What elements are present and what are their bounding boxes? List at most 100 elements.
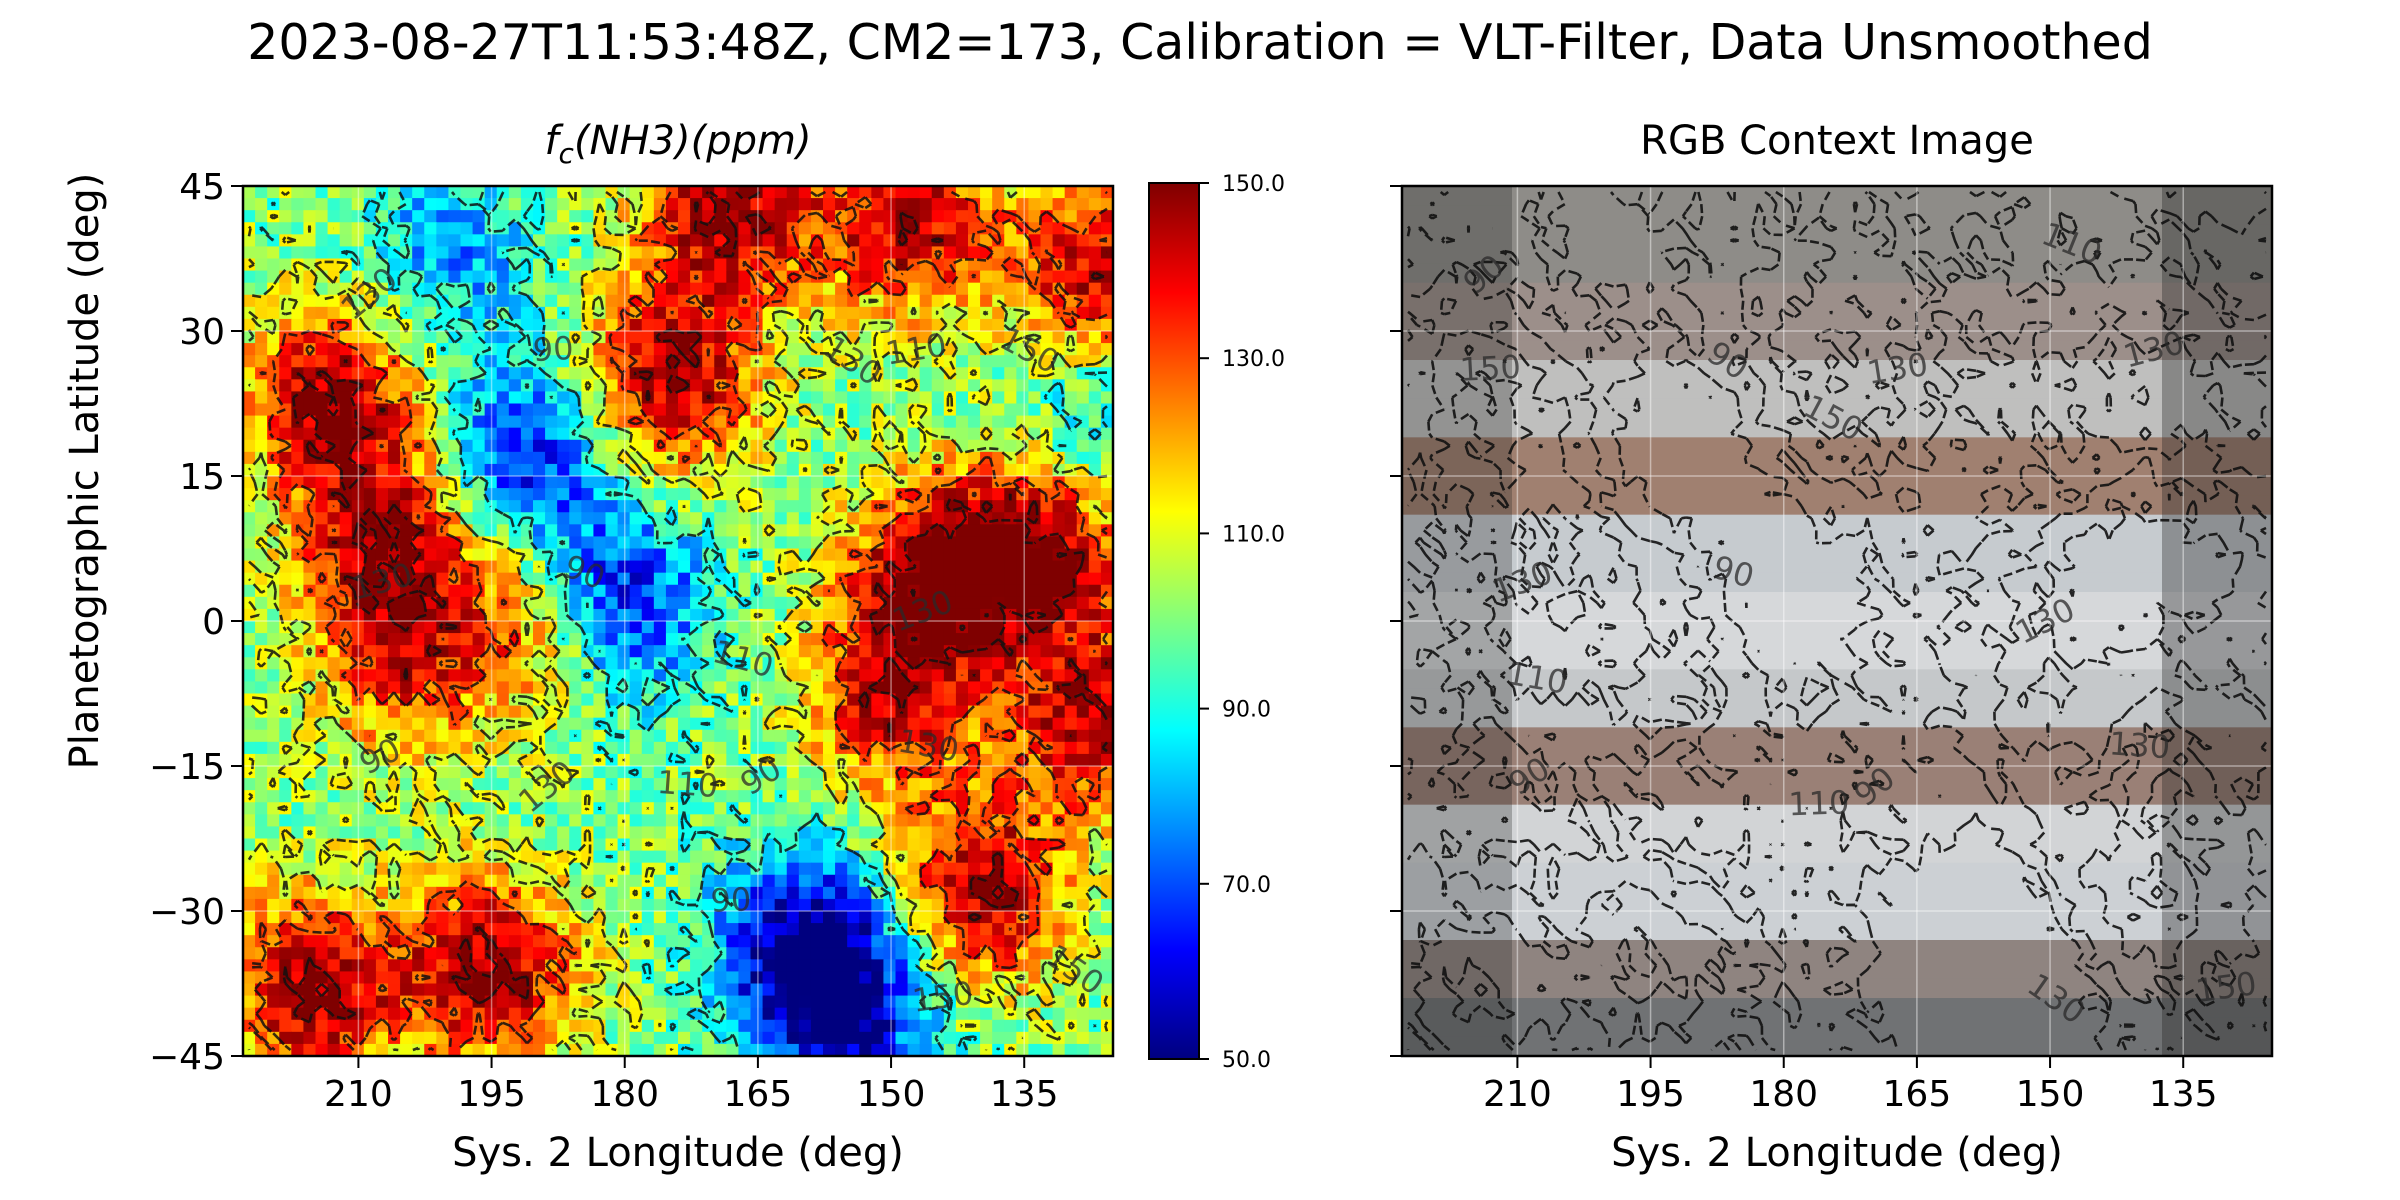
heatmap-cell bbox=[1064, 210, 1078, 223]
heatmap-cell bbox=[653, 488, 667, 501]
heatmap-cell bbox=[859, 935, 872, 948]
heatmap-cell bbox=[968, 403, 981, 417]
heatmap-cell bbox=[339, 331, 353, 344]
heatmap-cell bbox=[279, 693, 292, 707]
heatmap-cell bbox=[569, 294, 582, 308]
heatmap-cell bbox=[593, 850, 607, 864]
heatmap-cell bbox=[363, 1007, 377, 1021]
heatmap-cell bbox=[786, 524, 800, 538]
heatmap-cell bbox=[714, 729, 727, 743]
heatmap-cell bbox=[762, 886, 776, 900]
heatmap-cell bbox=[388, 246, 401, 260]
heatmap-cell bbox=[255, 971, 268, 985]
heatmap-cell bbox=[1052, 234, 1066, 248]
heatmap-cell bbox=[1052, 198, 1066, 211]
heatmap-cell bbox=[738, 234, 752, 248]
heatmap-cell bbox=[762, 693, 776, 707]
heatmap-cell bbox=[798, 766, 812, 779]
heatmap-cell bbox=[1064, 234, 1078, 248]
heatmap-cell bbox=[412, 983, 425, 997]
heatmap-cell bbox=[279, 1019, 292, 1033]
heatmap-cell bbox=[859, 862, 872, 876]
heatmap-cell bbox=[315, 343, 329, 356]
heatmap-cell bbox=[303, 633, 317, 646]
heatmap-cell bbox=[835, 246, 848, 260]
heatmap-cell bbox=[835, 282, 848, 296]
heatmap-cell bbox=[883, 331, 897, 344]
heatmap-cell bbox=[1088, 802, 1102, 815]
heatmap-cell bbox=[412, 874, 425, 888]
heatmap-cell bbox=[545, 427, 558, 441]
heatmap-cell bbox=[460, 560, 474, 574]
heatmap-cell bbox=[1088, 367, 1102, 380]
heatmap-cell bbox=[702, 705, 715, 719]
heatmap-cell bbox=[859, 729, 872, 743]
heatmap-cell bbox=[424, 222, 437, 235]
heatmap-cell bbox=[1028, 391, 1042, 405]
heatmap-cell bbox=[1028, 343, 1042, 356]
heatmap-cell bbox=[388, 814, 401, 828]
heatmap-cell bbox=[375, 657, 389, 670]
heatmap-cell bbox=[508, 923, 522, 936]
heatmap-cell bbox=[569, 741, 582, 755]
heatmap-cell bbox=[460, 911, 474, 924]
heatmap-cell bbox=[919, 391, 933, 405]
heatmap-cell bbox=[798, 669, 812, 683]
heatmap-cell bbox=[871, 234, 885, 248]
heatmap-cell bbox=[847, 306, 860, 320]
heatmap-cell bbox=[496, 476, 510, 489]
heatmap-cell bbox=[653, 802, 667, 815]
heatmap-cell bbox=[581, 403, 595, 417]
heatmap-cell bbox=[339, 524, 353, 538]
heatmap-cell bbox=[714, 814, 727, 828]
heatmap-cell bbox=[1040, 512, 1054, 525]
heatmap-cell bbox=[1028, 983, 1042, 997]
heatmap-cell bbox=[279, 886, 292, 900]
heatmap-cell bbox=[943, 488, 957, 501]
heatmap-cell bbox=[388, 633, 401, 646]
heatmap-cell bbox=[569, 258, 582, 272]
heatmap-cell bbox=[255, 681, 268, 695]
heatmap-cell bbox=[1100, 210, 1113, 223]
heatmap-cell bbox=[835, 874, 848, 888]
heatmap-cell bbox=[1016, 246, 1030, 260]
heatmap-cell bbox=[798, 391, 812, 405]
heatmap-cell bbox=[472, 463, 486, 477]
heatmap-cell bbox=[678, 862, 691, 876]
heatmap-cell bbox=[1076, 476, 1090, 489]
heatmap-cell bbox=[339, 947, 353, 960]
heatmap-cell bbox=[351, 186, 365, 199]
heatmap-cell bbox=[291, 439, 305, 453]
heatmap-cell bbox=[943, 512, 957, 525]
heatmap-cell bbox=[968, 415, 981, 429]
heatmap-cell bbox=[363, 476, 377, 489]
heatmap-cell bbox=[569, 367, 582, 380]
heatmap-cell bbox=[1064, 862, 1078, 876]
heatmap-cell bbox=[641, 584, 655, 598]
heatmap-cell bbox=[678, 258, 691, 272]
heatmap-cell bbox=[859, 512, 872, 525]
heatmap-cell bbox=[738, 379, 752, 393]
heatmap-cell bbox=[859, 258, 872, 272]
heatmap-cell bbox=[690, 210, 703, 223]
heatmap-cell bbox=[980, 294, 993, 308]
heatmap-cell bbox=[255, 439, 268, 453]
heatmap-cell bbox=[702, 403, 715, 417]
heatmap-cell bbox=[690, 222, 703, 235]
heatmap-cell bbox=[388, 463, 401, 477]
heatmap-cell bbox=[1040, 923, 1054, 936]
heatmap-cell bbox=[895, 669, 909, 683]
heatmap-cell bbox=[847, 983, 860, 997]
heatmap-cell bbox=[569, 306, 582, 320]
heatmap-cell bbox=[496, 270, 510, 284]
heatmap-cell bbox=[520, 343, 534, 356]
heatmap-cell bbox=[243, 874, 256, 888]
heatmap-cell bbox=[545, 584, 558, 598]
heatmap-cell bbox=[871, 657, 885, 670]
heatmap-cell bbox=[496, 294, 510, 308]
heatmap-cell bbox=[859, 331, 872, 344]
heatmap-cell bbox=[762, 258, 776, 272]
heatmap-cell bbox=[545, 282, 558, 296]
heatmap-cell bbox=[520, 705, 534, 719]
heatmap-cell bbox=[968, 657, 981, 670]
